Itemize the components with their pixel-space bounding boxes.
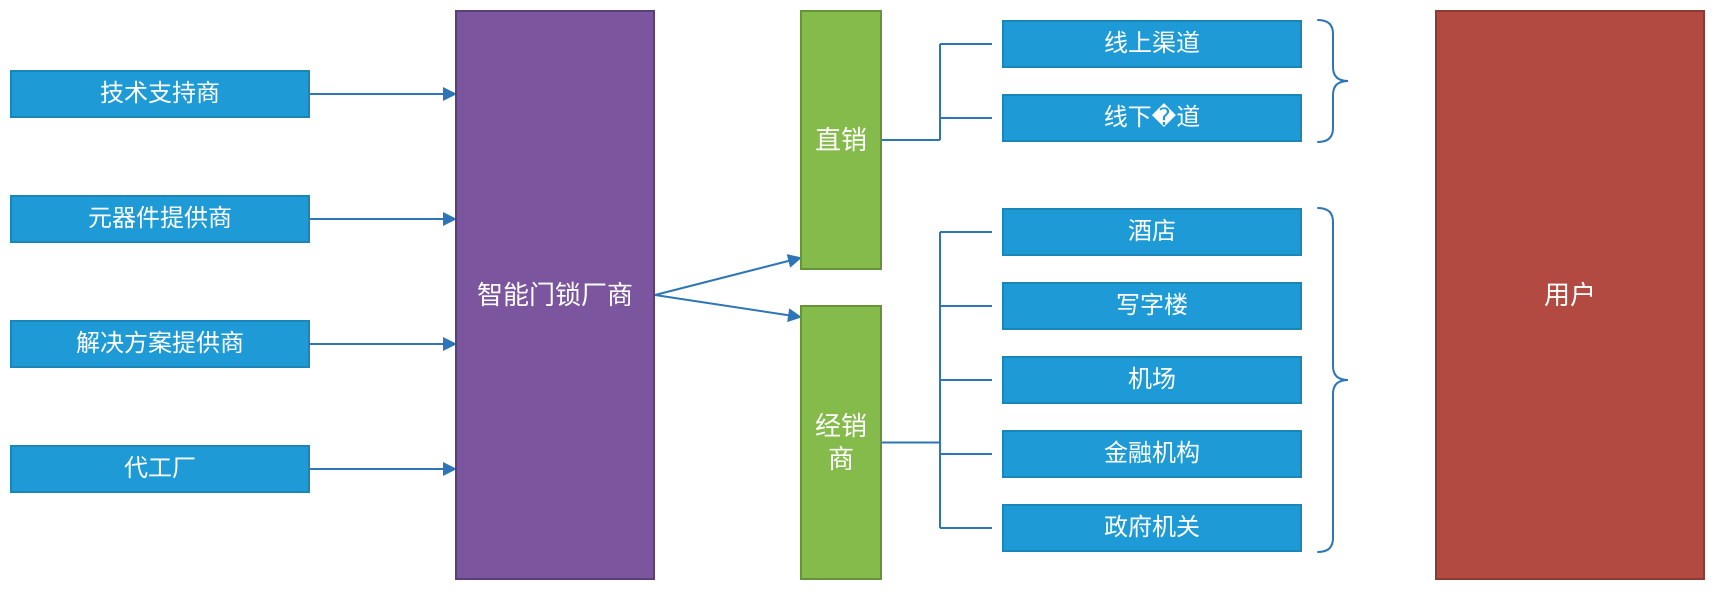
node-component: 元器件提供商 <box>10 195 310 243</box>
node-finance: 金融机构 <box>1002 430 1302 478</box>
node-label: 用户 <box>1538 279 1602 312</box>
node-user: 用户 <box>1435 10 1705 580</box>
node-label: 政府机关 <box>1098 513 1206 543</box>
node-label: 代工厂 <box>118 454 202 484</box>
curly-bracket-hotel-government <box>1318 208 1348 552</box>
node-label: 线下�道 <box>1098 103 1207 133</box>
node-label: 机场 <box>1122 365 1182 395</box>
node-solution: 解决方案提供商 <box>10 320 310 368</box>
node-label: 写字楼 <box>1110 291 1194 321</box>
fan-bracket-distributor <box>882 232 992 528</box>
node-direct_sales: 直销 <box>800 10 882 270</box>
node-offline: 线下�道 <box>1002 94 1302 142</box>
node-hotel: 酒店 <box>1002 208 1302 256</box>
curly-bracket-online-offline <box>1318 20 1348 142</box>
flowchart-stage: 技术支持商元器件提供商解决方案提供商代工厂 智能门锁厂商 直销经销商 线上渠道线下�道… <box>0 0 1715 608</box>
node-label: 解决方案提供商 <box>70 329 250 359</box>
node-label: 元器件提供商 <box>82 204 238 234</box>
node-government: 政府机关 <box>1002 504 1302 552</box>
node-oem: 代工厂 <box>10 445 310 493</box>
node-label: 直销 <box>809 124 873 157</box>
fan-bracket-direct_sales <box>882 44 992 140</box>
node-distributor: 经销商 <box>800 305 882 580</box>
node-manufacturer: 智能门锁厂商 <box>455 10 655 580</box>
node-label: 线上渠道 <box>1098 29 1206 59</box>
arrow-manufacturer-to-distributor <box>655 295 800 317</box>
node-label: 酒店 <box>1122 217 1182 247</box>
node-label: 技术支持商 <box>94 79 226 109</box>
node-airport: 机场 <box>1002 356 1302 404</box>
node-tech_support: 技术支持商 <box>10 70 310 118</box>
node-label: 智能门锁厂商 <box>471 279 639 312</box>
node-online: 线上渠道 <box>1002 20 1302 68</box>
node-office: 写字楼 <box>1002 282 1302 330</box>
node-label: 金融机构 <box>1098 439 1206 469</box>
node-label: 经销商 <box>802 410 880 475</box>
arrow-manufacturer-to-direct_sales <box>655 258 800 295</box>
